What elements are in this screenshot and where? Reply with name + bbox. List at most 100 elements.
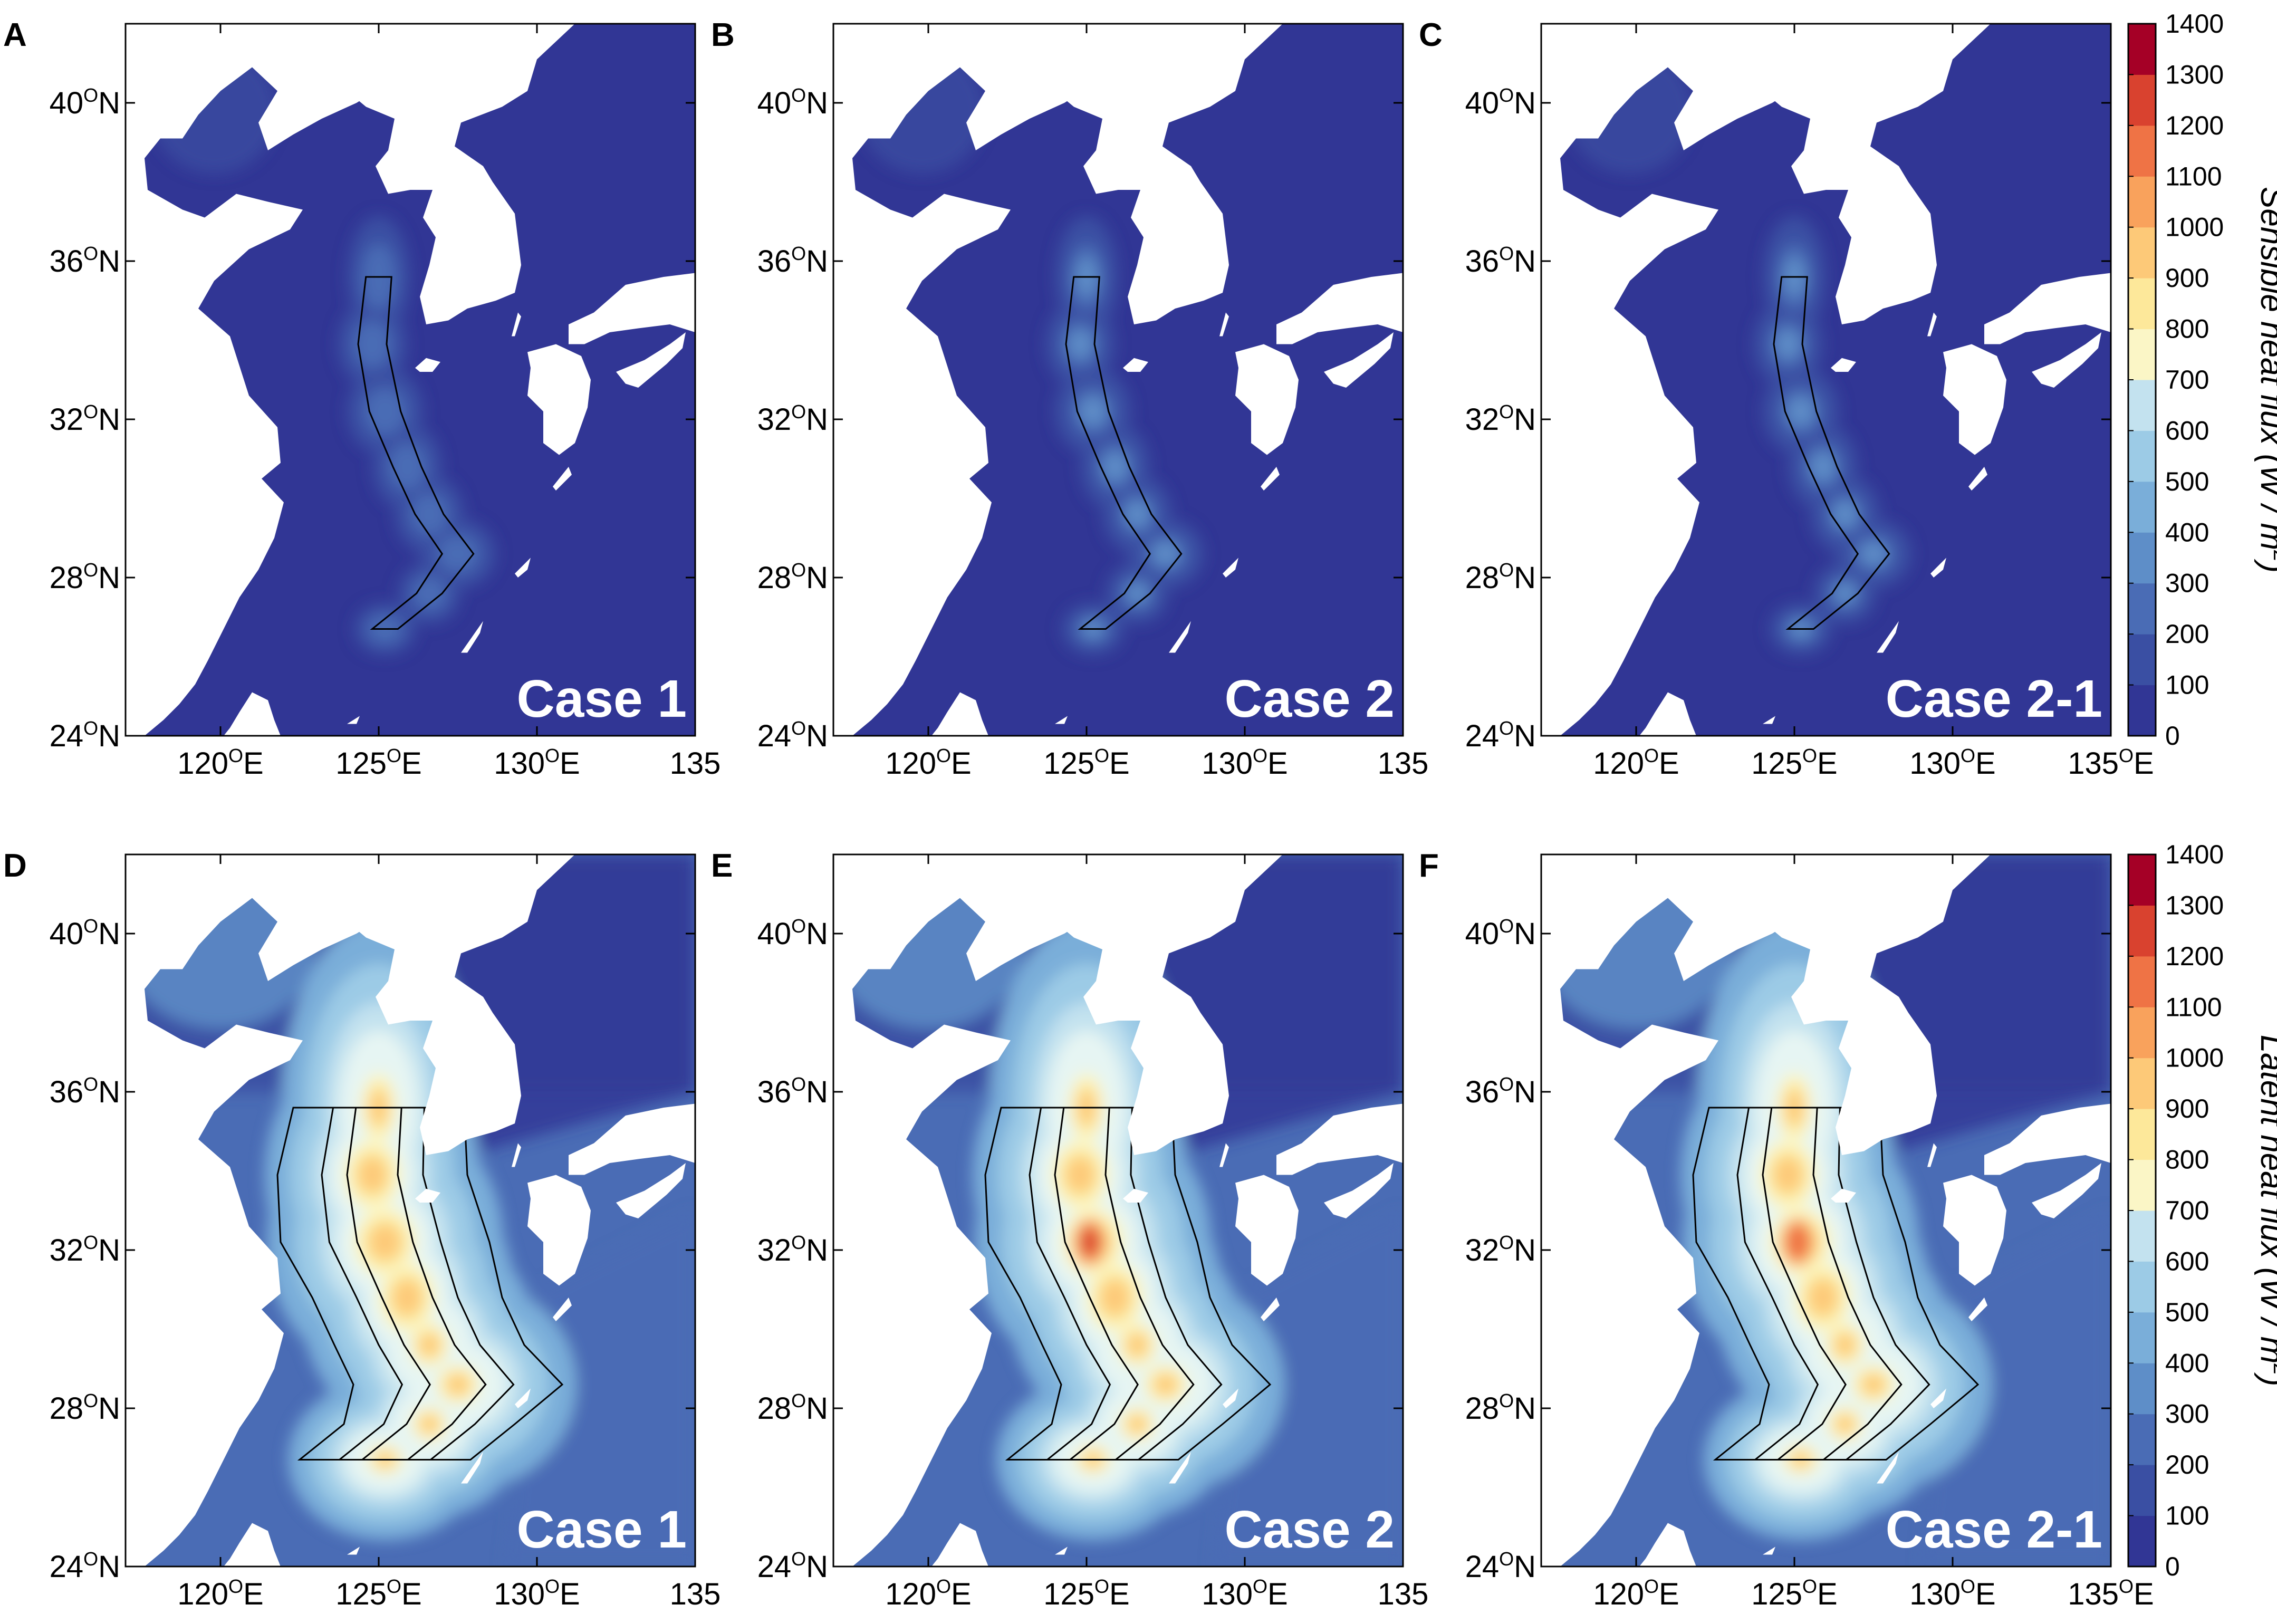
colorbar-tick-label: 700 xyxy=(2165,1196,2209,1225)
land-tsushima xyxy=(1927,1143,1937,1167)
colorbar-tick-label: 1200 xyxy=(2165,111,2224,140)
land-tsushima xyxy=(1219,1143,1229,1167)
colorbar-swatch xyxy=(2128,1261,2156,1313)
land-china xyxy=(1541,24,1842,736)
colorbar-swatch xyxy=(2128,956,2156,1007)
lat-tick-label: 24ON xyxy=(757,717,828,753)
lon-tick-label: 130OE xyxy=(1202,1575,1288,1611)
land-amami xyxy=(1930,558,1946,578)
colorbar-tick-label: 800 xyxy=(2165,1145,2209,1175)
lon-tick-label: 125OE xyxy=(1043,745,1129,781)
colorbar-tick-label: 400 xyxy=(2165,517,2209,547)
panel-frame xyxy=(1540,853,2112,1568)
colorbar-swatch xyxy=(2128,634,2156,686)
lat-tick-label: 36ON xyxy=(757,1073,828,1109)
land-taiwan xyxy=(224,1523,281,1567)
colorbar-tick-label: 600 xyxy=(2165,1246,2209,1276)
land-ryukyu_w xyxy=(1763,1546,1775,1555)
land-china xyxy=(126,854,426,1567)
colorbar-swatch xyxy=(2128,1312,2156,1363)
colorbar-tick-label: 1100 xyxy=(2165,992,2222,1022)
case-label: Case 2 xyxy=(1225,1500,1395,1559)
colorbar-tick-label: 1300 xyxy=(2165,60,2224,89)
lat-tick-label: 28ON xyxy=(50,559,120,595)
colorbar-swatch xyxy=(2128,1058,2156,1109)
lat-tick-label: 36ON xyxy=(757,243,828,278)
lon-tick-label: 125OE xyxy=(1043,1575,1129,1611)
lat-tick-label: 24ON xyxy=(1465,717,1536,753)
colorbar-swatch xyxy=(2128,176,2156,228)
lat-tick-label: 32ON xyxy=(50,401,120,437)
lon-tick-label: 135 xyxy=(670,1577,721,1611)
panel-d: 120OE 125OE 130OE 135 24ON 28ON 32ON 36ON 40ON D C… xyxy=(3,848,720,1611)
lat-tick-label: 40ON xyxy=(50,84,120,120)
land-china xyxy=(126,24,426,736)
land-tanegashima xyxy=(1261,1298,1280,1321)
colorbar-tick-label: 1000 xyxy=(2165,1043,2224,1073)
land-taiwan xyxy=(931,1523,988,1567)
land-shikoku xyxy=(2032,332,2101,388)
panel-c: 120OE 125OE 130OE 135OE 24ON 28ON 32ON 36ON 40ON… xyxy=(1419,17,2154,781)
lon-tick-label: 130OE xyxy=(1909,1575,1995,1611)
land-china xyxy=(1541,854,1842,1567)
land-shikoku xyxy=(1324,332,1394,388)
land-ryukyu_w xyxy=(347,716,360,724)
land-jeju xyxy=(415,1188,440,1203)
colorbar-tick-label: 800 xyxy=(2165,314,2209,344)
lon-tick-label: 120OE xyxy=(1593,1575,1679,1611)
land-okinawa xyxy=(1169,1452,1191,1484)
land-amami xyxy=(515,558,531,578)
land xyxy=(126,854,695,1567)
land-jeju xyxy=(1831,1188,1856,1203)
colorbar-swatch xyxy=(2128,1414,2156,1465)
colorbar-tick-label: 500 xyxy=(2165,467,2209,496)
panel-frame xyxy=(832,853,1404,1568)
lat-tick-label: 40ON xyxy=(1465,84,1536,120)
case-label: Case 2-1 xyxy=(1886,1500,2102,1559)
land-china xyxy=(833,24,1134,736)
land xyxy=(1541,854,2111,1567)
lon-tick-label: 120OE xyxy=(885,1575,971,1611)
lat-tick-label: 24ON xyxy=(50,717,120,753)
land-honshu xyxy=(1276,1103,1403,1175)
colorbar-tick-label: 1200 xyxy=(2165,941,2224,971)
colorbar-sensible: 0 100 200 300 400 500 600 700 800 900 1000 1100 1200… xyxy=(2127,9,2277,751)
lat-tick-label: 28ON xyxy=(757,559,828,595)
flux-field xyxy=(126,854,695,1567)
lat-tick-label: 24ON xyxy=(757,1548,828,1584)
lon-tick-label: 130OE xyxy=(494,745,580,781)
colorbar-tick-label: 500 xyxy=(2165,1298,2209,1327)
flux-field xyxy=(859,47,1204,655)
land-tanegashima xyxy=(553,1298,572,1321)
land-taiwan xyxy=(224,692,281,736)
land-honshu xyxy=(1276,273,1403,344)
lat-tick-label: 28ON xyxy=(1465,1390,1536,1426)
lon-tick-label: 120OE xyxy=(177,1575,263,1611)
panel-a: 120OE 125OE 130OE 135 24ON 28ON 32ON 36ON 40ON A C… xyxy=(3,17,720,781)
land xyxy=(126,24,695,736)
land-korea xyxy=(357,854,575,1155)
colorbar-tick-label: 100 xyxy=(2165,670,2209,700)
lat-tick-label: 32ON xyxy=(1465,401,1536,437)
lat-tick-label: 36ON xyxy=(1465,1073,1536,1109)
case-label: Case 2-1 xyxy=(1886,669,2102,728)
colorbar-swatch xyxy=(2128,430,2156,482)
panel-e: 120OE 125OE 130OE 135 24ON 28ON 32ON 36ON 40ON E C… xyxy=(711,848,1428,1611)
land-honshu xyxy=(569,273,695,344)
land-jeju xyxy=(1123,358,1148,372)
land-amami xyxy=(1223,1388,1238,1408)
colorbar-tick-label: 100 xyxy=(2165,1501,2209,1531)
colorbar-tick-label: 1100 xyxy=(2165,161,2222,191)
contour-lines xyxy=(1692,1107,1980,1460)
colorbar-swatch xyxy=(2128,227,2156,278)
contour-lines xyxy=(276,1107,564,1460)
land-shikoku xyxy=(616,332,686,388)
lat-tick-label: 40ON xyxy=(1465,915,1536,951)
lon-tick-label: 130OE xyxy=(1909,745,1995,781)
land-okinawa xyxy=(1877,1452,1899,1484)
colorbar-tick-label: 1300 xyxy=(2165,890,2224,920)
colorbar-tick-label: 200 xyxy=(2165,1450,2209,1479)
land-kyushu xyxy=(527,344,591,455)
contour-lines xyxy=(984,1107,1272,1460)
lat-tick-label: 24ON xyxy=(1465,1548,1536,1584)
